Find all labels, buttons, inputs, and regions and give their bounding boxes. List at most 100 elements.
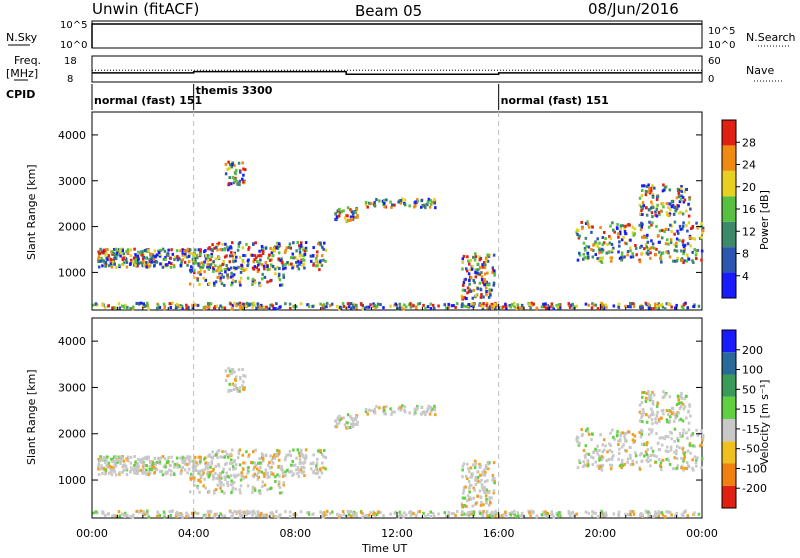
power-cell <box>211 243 214 247</box>
velocity-cell <box>235 510 239 514</box>
velocity-cell <box>179 456 182 460</box>
power-cell <box>617 305 621 309</box>
velocity-cell <box>164 470 168 474</box>
velocity-cell <box>167 456 170 460</box>
power-cell <box>176 255 179 259</box>
power-cell <box>700 222 703 226</box>
power-cell <box>691 259 694 263</box>
velocity-cell <box>424 514 427 518</box>
velocity-cell <box>682 457 686 461</box>
velocity-cell <box>670 431 673 435</box>
power-cell <box>635 253 638 257</box>
power-cell <box>591 255 595 259</box>
power-cell <box>599 257 602 261</box>
velocity-cell <box>646 448 650 452</box>
velocity-cell <box>156 511 160 515</box>
power-cell <box>137 250 140 254</box>
velocity-cell <box>345 426 348 430</box>
power-cell <box>679 187 683 191</box>
velocity-cell <box>582 449 586 453</box>
velocity-cell <box>576 436 580 440</box>
velocity-cell <box>391 410 394 414</box>
power-cell <box>645 245 649 249</box>
power-cell <box>272 246 276 250</box>
velocity-cell <box>483 485 486 489</box>
power-cell <box>119 254 122 258</box>
velocity-cell <box>157 460 160 464</box>
velocity-cell <box>383 412 386 416</box>
velocity-cell <box>608 442 611 446</box>
velocity-cell <box>638 467 642 471</box>
power-cell <box>337 208 341 212</box>
velocity-cell <box>640 432 644 436</box>
velocity-cell <box>236 456 240 460</box>
velocity-cell <box>641 413 644 417</box>
power-cell <box>608 235 611 239</box>
velocity-cell <box>221 470 224 474</box>
power-cell <box>374 305 377 309</box>
power-cell <box>692 305 696 309</box>
velocity-cell <box>298 457 302 461</box>
power-cell <box>681 227 684 231</box>
power-cell <box>481 280 485 284</box>
power-cell <box>164 263 168 267</box>
velocity-cell <box>624 512 627 516</box>
velocity-cell <box>155 468 159 472</box>
power-cell <box>229 245 232 249</box>
velocity-cell <box>214 453 218 457</box>
power-cell <box>531 303 534 307</box>
velocity-cell <box>668 462 672 466</box>
power-cell <box>622 235 625 239</box>
power-cell <box>260 244 264 248</box>
velocity-cell <box>255 473 259 477</box>
power-cell <box>360 303 363 307</box>
velocity-cell <box>657 514 660 518</box>
power-cell <box>679 227 682 231</box>
velocity-cell <box>466 499 469 503</box>
power-cell <box>408 204 411 208</box>
power-cell <box>467 272 471 276</box>
velocity-cell <box>434 413 437 417</box>
velocity-cell <box>513 513 516 517</box>
velocity-cell <box>463 496 467 500</box>
power-cell <box>492 281 496 285</box>
power-cell <box>228 260 232 264</box>
velocity-cell <box>337 421 341 425</box>
velocity-cell <box>233 384 236 388</box>
power-cell <box>502 305 505 309</box>
velocity-cell <box>354 422 357 426</box>
velocity-cell <box>158 462 162 466</box>
velocity-cell <box>609 467 613 471</box>
power-cell <box>141 305 145 309</box>
power-cell <box>116 253 119 257</box>
velocity-cell <box>486 479 489 483</box>
velocity-cell <box>631 459 634 463</box>
power-cell <box>605 305 608 309</box>
power-cell <box>486 253 489 257</box>
velocity-cell <box>479 496 483 500</box>
power-cell <box>612 304 616 308</box>
power-cell <box>104 260 108 264</box>
velocity-cell <box>125 473 129 477</box>
power-cell <box>557 303 561 307</box>
power-cell <box>600 250 604 254</box>
velocity-cell <box>187 457 191 461</box>
velocity-cell <box>126 455 130 459</box>
velocity-cell <box>198 478 201 482</box>
power-cell <box>343 216 347 220</box>
velocity-cell <box>145 512 148 516</box>
velocity-cell <box>463 486 466 490</box>
power-cell <box>484 286 488 290</box>
power-cell <box>471 264 474 268</box>
power-cell <box>651 195 655 199</box>
power-cell <box>681 212 685 216</box>
velocity-cell <box>676 394 680 398</box>
power-cell <box>234 179 238 183</box>
power-cell <box>297 267 301 271</box>
velocity-cell <box>242 380 245 384</box>
power-cell <box>670 224 673 228</box>
velocity-cell <box>610 463 614 467</box>
power-cell <box>688 236 692 240</box>
power-cell <box>199 265 202 269</box>
power-cell <box>700 258 703 262</box>
